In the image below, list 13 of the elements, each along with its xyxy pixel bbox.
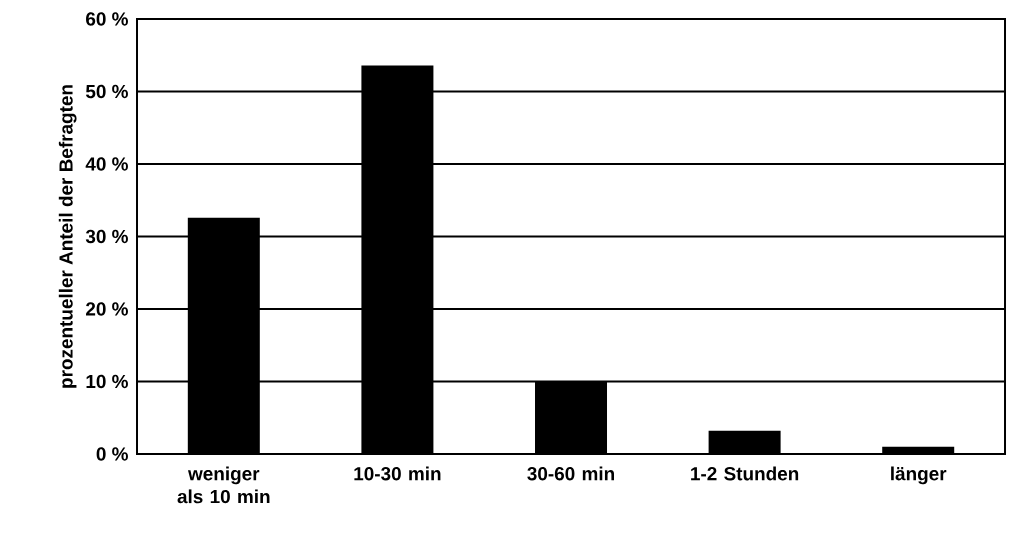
y-tick-label: 60 % xyxy=(86,12,128,26)
y-tick-label: 0 % xyxy=(96,447,128,461)
y-tick-label: 40 % xyxy=(85,157,128,171)
x-tick-label: länger xyxy=(891,466,947,485)
y-axis-title: prozentueller Anteil der Befragten xyxy=(58,85,77,388)
y-tick-label: 10 % xyxy=(86,374,128,389)
y-tick-label: 50 % xyxy=(85,84,128,99)
x-tick-label: 30-60 min xyxy=(527,466,615,481)
y-tick-label: 30 % xyxy=(85,229,128,244)
y-tick-label: 20 % xyxy=(86,302,128,316)
x-tick-label: weniger als 10 min xyxy=(177,466,270,504)
x-tick-label: 1-2 Stunden xyxy=(691,466,799,481)
x-tick-label: 10-30 min xyxy=(354,466,441,481)
